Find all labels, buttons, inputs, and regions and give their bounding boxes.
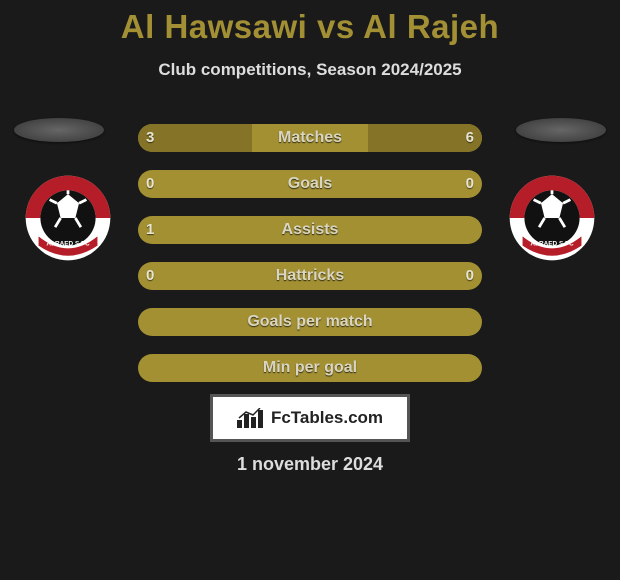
stat-row: Goals per match [138,308,482,336]
subtitle: Club competitions, Season 2024/2025 [0,60,620,80]
page-title: Al Hawsawi vs Al Rajeh [0,8,620,46]
stat-label: Hattricks [138,262,482,290]
footer-brand-text: FcTables.com [271,408,383,428]
svg-text:ALRAED S.FC: ALRAED S.FC [530,241,574,248]
stat-row: 00Goals [138,170,482,198]
stat-label: Min per goal [138,354,482,382]
stat-row: Min per goal [138,354,482,382]
root: Al Hawsawi vs Al Rajeh Club competitions… [0,0,620,580]
platform-left [14,118,104,142]
svg-text:ALRAED S.FC: ALRAED S.FC [46,241,90,248]
stat-row: 00Hattricks [138,262,482,290]
club-badge-left-svg: ALRAED S.FC [22,172,114,264]
club-badge-right-svg: ALRAED S.FC [506,172,598,264]
stat-row: 1Assists [138,216,482,244]
club-badge-right: ALRAED S.FC [506,172,598,264]
platform-right [516,118,606,142]
date-line: 1 november 2024 [0,454,620,475]
stat-label: Goals [138,170,482,198]
stat-list: 36Matches 00Goals 1Assists 00Hattricks Goals… [138,124,482,400]
stat-row: 36Matches [138,124,482,152]
footer-brand-box: FcTables.com [210,394,410,442]
bar-chart-icon [237,408,265,428]
stat-label: Assists [138,216,482,244]
stat-label: Matches [138,124,482,152]
stat-label: Goals per match [138,308,482,336]
club-badge-left: ALRAED S.FC [22,172,114,264]
